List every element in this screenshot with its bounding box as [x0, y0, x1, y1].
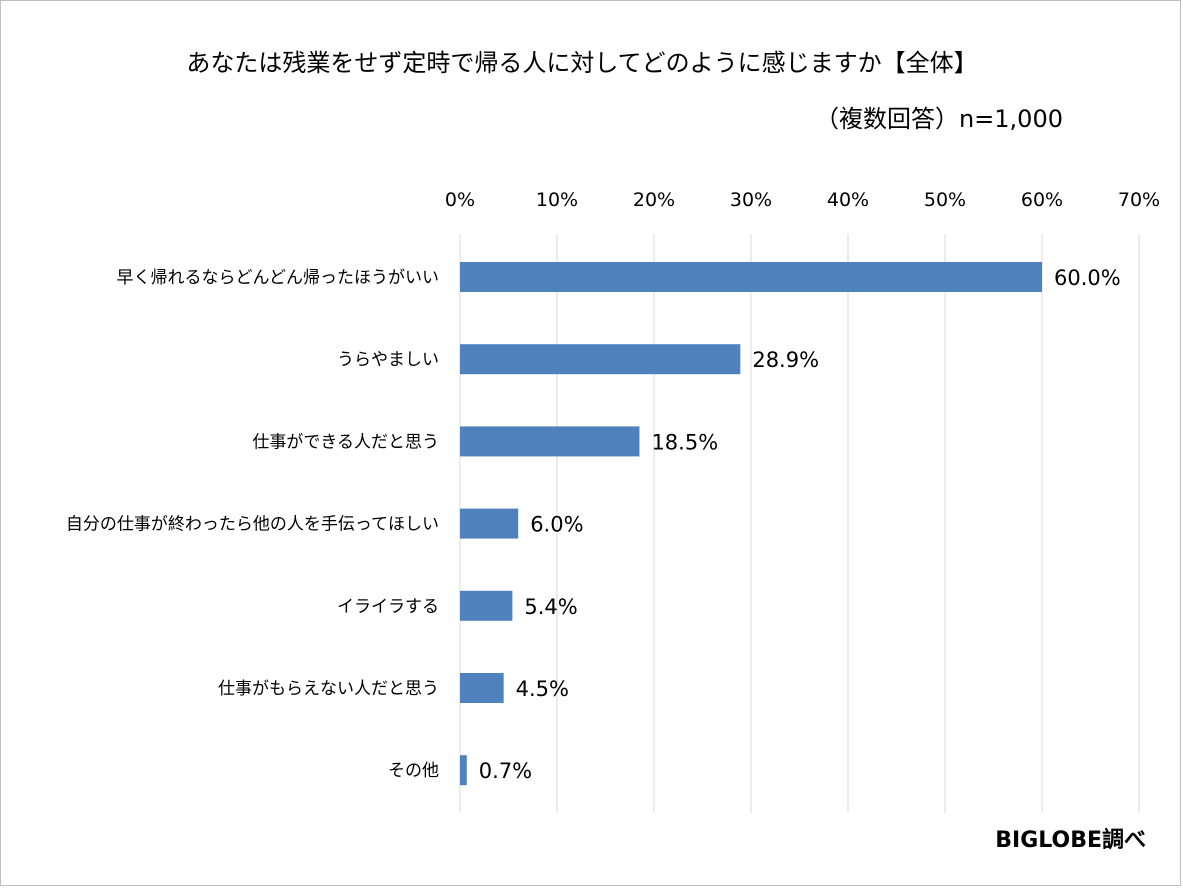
x-tick-label: 10% [536, 189, 578, 211]
data-label: 5.4% [524, 595, 577, 619]
x-tick-label: 50% [924, 189, 966, 211]
x-tick-label: 60% [1021, 189, 1063, 211]
bar [460, 344, 741, 375]
x-tick-label: 20% [633, 189, 675, 211]
gridlines [459, 234, 1140, 813]
data-label: 4.5% [516, 677, 569, 701]
category-label: 自分の仕事が終わったら他の人を手伝ってほしい [66, 515, 439, 535]
category-label: その他 [388, 761, 439, 781]
x-tick-label: 0% [445, 189, 475, 211]
chart-title: あなたは残業をせず定時で帰る人に対してどのように感じますか【全体】 [186, 49, 977, 77]
x-axis-ticks: 0% 10% 20% 30% 40% 50% 60% 70% [445, 189, 1160, 211]
data-label: 28.9% [752, 348, 819, 372]
category-label: イライラする [337, 597, 439, 617]
bar [460, 590, 513, 621]
x-tick-label: 30% [730, 189, 772, 211]
bars [460, 262, 1042, 786]
value-labels: 60.0% 28.9% 18.5% 6.0% 5.4% 4.5% 0.7% [479, 266, 1121, 783]
chart-subtitle: （複数回答）n=1,000 [815, 105, 1063, 133]
bar [460, 755, 467, 786]
bar [460, 508, 519, 539]
category-label: 仕事がもらえない人だと思う [218, 679, 439, 699]
bar [460, 673, 504, 703]
category-label: 早く帰れるならどんどん帰ったほうがいい [117, 268, 440, 288]
bar [460, 262, 1042, 292]
category-labels: 早く帰れるならどんどん帰ったほうがいいうらやましい仕事ができる人だと思う自分の仕… [66, 268, 439, 781]
category-label: 仕事ができる人だと思う [252, 432, 439, 452]
x-tick-label: 70% [1118, 189, 1160, 211]
data-label: 0.7% [479, 759, 532, 783]
data-label: 18.5% [651, 430, 718, 454]
category-label: うらやましい [337, 350, 439, 370]
bar [460, 426, 640, 457]
x-tick-label: 40% [827, 189, 869, 211]
data-label: 6.0% [530, 513, 583, 537]
data-label: 60.0% [1054, 266, 1121, 290]
source-note: BIGLOBE調べ [995, 827, 1146, 853]
